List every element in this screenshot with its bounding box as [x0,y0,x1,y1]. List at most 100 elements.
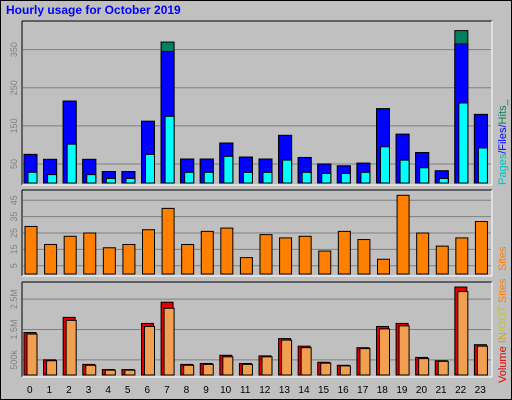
top-bar-pages [105,177,116,184]
legend-gap-1 [497,343,509,346]
legend-slash: / [497,329,509,333]
x-tick-label: 18 [377,385,389,396]
top-bar-pages [86,174,97,184]
x-tick-label: 9 [203,385,209,396]
top-bar-pages [262,171,273,184]
bottom-bar-in [241,363,253,376]
middle-bar-sites [298,235,312,275]
middle-bar-sites [181,243,195,275]
top-legend: Pages/Files/Hits_ [497,99,509,185]
middle-legend: Sites [497,247,509,271]
bottom-y-tick-label: 500k [9,350,19,370]
x-tick-label: 14 [298,385,310,396]
top-y-tick-label: 250 [9,80,19,95]
x-tick-label: 13 [279,385,291,396]
bottom-bar-in [457,291,469,376]
middle-y-tick-label: 5 [9,263,19,268]
top-bar-pages [477,147,488,184]
x-tick-label: 15 [318,385,330,396]
x-tick-label: 7 [164,385,170,396]
legend-hits: Hits [497,105,509,125]
middle-bar-sites [455,237,469,275]
top-bar-pages [380,146,390,184]
legend-volume: Volume [497,346,509,383]
x-tick-label: 0 [27,385,33,396]
x-tick-label: 12 [259,385,271,396]
bottom-y-tick-label: 1.5M [9,319,19,339]
top-bar-pages [438,177,449,184]
bottom-bar-in [163,307,175,376]
x-tick-label: 1 [47,385,53,396]
middle-bar-sites [435,245,449,275]
middle-bar-sites [259,234,273,275]
middle-bar-sites [161,207,175,275]
bottom-bar-in [398,325,410,376]
bottom-bar-in [379,328,390,376]
bottom-bar-in [124,369,136,376]
x-tick-label: 11 [240,385,251,396]
top-bar-pages [203,171,214,184]
middle-bar-sites [102,247,116,275]
x-tick-label: 23 [475,385,487,396]
legend-in: IN [497,332,509,344]
bottom-bar-in [320,362,332,376]
middle-bar-sites [220,227,234,275]
middle-y-tick-label: 45 [9,195,19,205]
middle-bar-sites [200,230,214,275]
middle-bar-sites [142,229,155,275]
legend-gap-2 [497,303,509,306]
legend-sep-1: / [497,150,509,154]
legend-sites-2: Sites [497,278,509,304]
top-y-tick-label: 150 [9,118,19,133]
middle-bar-sites [337,230,351,275]
middle-bar-sites [44,243,58,275]
top-bar-pages [399,159,410,184]
bottom-bar-in [300,347,312,376]
top-bar-pages [419,167,430,184]
legend-files: Files [497,127,509,151]
bottom-bar-in [437,360,449,376]
bottom-bar-in [183,364,195,376]
top-bar-pages [321,172,332,184]
bottom-bar-in [65,319,77,376]
bottom-bar-in [144,325,155,376]
top-bar-pages [282,159,293,184]
x-tick-label: 3 [86,385,92,396]
top-bar-pages [145,153,155,184]
middle-bar-sites [474,221,488,275]
x-tick-label: 22 [455,385,467,396]
top-y-tick-label: 50 [9,159,19,169]
middle-bar-sites [24,225,38,275]
x-tick-label: 10 [220,385,232,396]
bottom-bar-in [261,356,273,376]
bottom-bar-in [339,365,351,376]
middle-bar-sites [83,232,97,275]
middle-bar-sites [279,237,293,275]
middle-y-tick-label: 25 [9,228,19,238]
bottom-bar-in [26,333,38,376]
top-bar-pages [184,171,195,184]
bottom-bar-in [202,363,214,376]
legend-out: OUT [497,306,509,330]
middle-bar-sites [377,258,390,275]
x-tick-label: 8 [184,385,190,396]
middle-bar-sites [357,239,371,275]
bottom-bar-in [418,358,430,376]
x-tick-label: 2 [66,385,72,396]
middle-bar-sites [318,250,332,275]
x-tick-label: 17 [357,385,369,396]
bottom-legend: Volume IN/OUT Sites [497,279,509,383]
x-tick-label: 16 [338,385,350,396]
top-bar-pages [223,155,234,184]
middle-y-tick-label: 35 [9,212,19,222]
x-tick-label: 5 [125,385,131,396]
top-bar-pages [360,171,371,184]
x-tick-label: 4 [105,385,111,396]
legend-tail: _ [497,99,509,106]
x-tick-label: 21 [435,385,447,396]
middle-bar-sites [239,257,253,275]
top-bar-pages [125,177,136,184]
top-bar-pages [242,171,253,184]
top-bar-pages [458,102,469,184]
